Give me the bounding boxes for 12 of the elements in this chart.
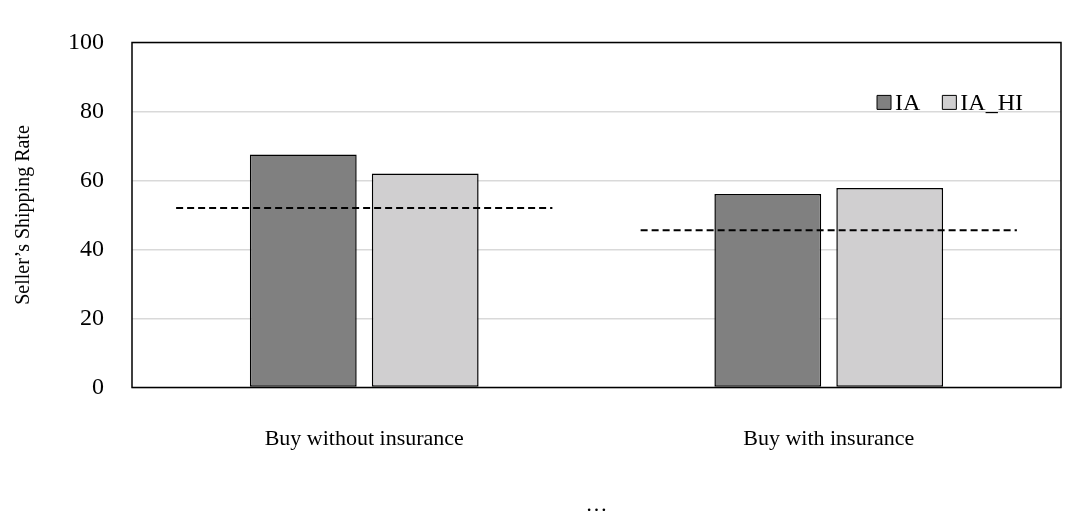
text: …: [585, 490, 608, 516]
legend-label: IA: [895, 88, 922, 115]
x-tick-label: Buy with insurance: [743, 424, 915, 450]
y-tick-label: 100: [68, 27, 104, 54]
legend-label: IA_HI: [960, 88, 1024, 115]
y-tick-label: 80: [80, 96, 104, 123]
y-tick-label: 60: [80, 165, 104, 192]
y-tick-label: 20: [80, 303, 104, 330]
y-axis-title: Seller’s Shipping Rate: [11, 125, 35, 305]
y-tick-label: 0: [92, 372, 104, 399]
x-tick-label: Buy without insurance: [264, 424, 464, 450]
y-tick-label: 40: [80, 234, 104, 261]
